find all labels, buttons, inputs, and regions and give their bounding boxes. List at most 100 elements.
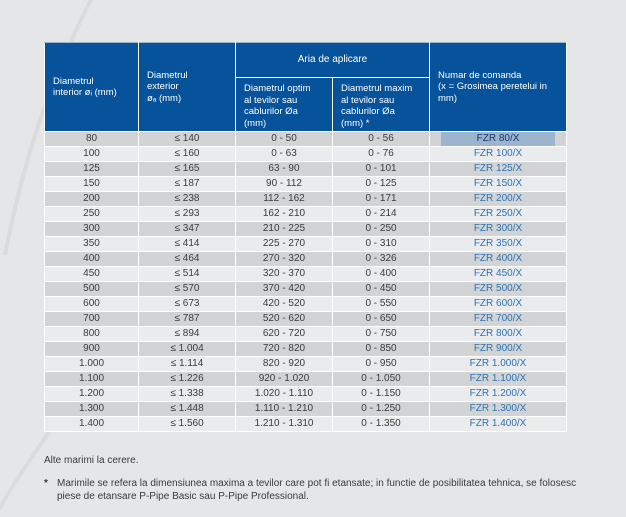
header-aria-de-aplicare: Aria de aplicare: [234, 42, 431, 78]
footnote: * Marimile se refera la dimensiunea maxi…: [44, 477, 596, 503]
selected-order-number[interactable]: FZR 80/X: [441, 132, 556, 146]
cell-diametrul-interior: 600: [44, 296, 139, 312]
cell-diametrul-interior: 100: [44, 146, 139, 162]
cell-diametrul-maxim: 0 - 550: [331, 296, 431, 312]
cell-diametrul-interior: 350: [44, 236, 139, 252]
cell-diametrul-maxim: 0 - 250: [331, 221, 431, 237]
table-row: 150 ≤ 187 90 - 112 0 - 125 FZR 150/X: [44, 176, 568, 192]
order-number-link[interactable]: FZR 125/X: [429, 161, 568, 177]
cell-diametrul-optim: 320 - 370: [235, 266, 333, 282]
cell-diametrul-maxim: 0 - 650: [331, 311, 431, 327]
table-row: 200 ≤ 238 112 - 162 0 - 171 FZR 200/X: [44, 191, 568, 207]
order-number-link[interactable]: FZR 800/X: [429, 326, 568, 342]
cell-diametrul-maxim: 0 - 76: [331, 146, 431, 162]
cell-diametrul-exterior: ≤ 187: [138, 176, 236, 192]
cell-diametrul-exterior: ≤ 293: [138, 206, 236, 222]
table-row: 1.300 ≤ 1.448 1.110 - 1.210 0 - 1.250 FZ…: [44, 401, 568, 417]
cell-diametrul-optim: 270 - 320: [235, 251, 333, 267]
cell-diametrul-optim: 720 - 820: [235, 341, 333, 357]
table-row: 125 ≤ 165 63 - 90 0 - 101 FZR 125/X: [44, 161, 568, 177]
cell-diametrul-exterior: ≤ 1.560: [138, 416, 236, 432]
order-number-link[interactable]: FZR 250/X: [429, 206, 568, 222]
table-header: Diametrul interior øᵢ (mm) Diametrul ext…: [44, 42, 568, 132]
cell-diametrul-optim: 1.210 - 1.310: [235, 416, 333, 432]
cell-diametrul-maxim: 0 - 750: [331, 326, 431, 342]
table-row: 1.200 ≤ 1.338 1.020 - 1.110 0 - 1.150 FZ…: [44, 386, 568, 402]
order-number-link[interactable]: FZR 700/X: [429, 311, 568, 327]
order-number-link[interactable]: FZR 1.000/X: [429, 356, 568, 372]
table-row: 350 ≤ 414 225 - 270 0 - 310 FZR 350/X: [44, 236, 568, 252]
order-number-link[interactable]: FZR 450/X: [429, 266, 568, 282]
cell-diametrul-interior: 1.300: [44, 401, 139, 417]
cell-diametrul-optim: 520 - 620: [235, 311, 333, 327]
order-number-link[interactable]: FZR 200/X: [429, 191, 568, 207]
cell-diametrul-interior: 700: [44, 311, 139, 327]
cell-diametrul-optim: 112 - 162: [235, 191, 333, 207]
cell-diametrul-optim: 620 - 720: [235, 326, 333, 342]
order-number-link[interactable]: FZR 1.400/X: [429, 416, 568, 432]
order-number-link[interactable]: FZR 500/X: [429, 281, 568, 297]
cell-diametrul-exterior: ≤ 787: [138, 311, 236, 327]
cell-diametrul-exterior: ≤ 894: [138, 326, 236, 342]
cell-diametrul-maxim: 0 - 310: [331, 236, 431, 252]
order-number-link[interactable]: FZR 100/X: [429, 146, 568, 162]
table-row: 100 ≤ 160 0 - 63 0 - 76 FZR 100/X: [44, 146, 568, 162]
table-row: 600 ≤ 673 420 - 520 0 - 550 FZR 600/X: [44, 296, 568, 312]
cell-diametrul-optim: 420 - 520: [235, 296, 333, 312]
order-number-link[interactable]: FZR 400/X: [429, 251, 568, 267]
cell-diametrul-interior: 1.100: [44, 371, 139, 387]
table-row: 300 ≤ 347 210 - 225 0 - 250 FZR 300/X: [44, 221, 568, 237]
cell-diametrul-exterior: ≤ 160: [138, 146, 236, 162]
order-number-link[interactable]: FZR 900/X: [429, 341, 568, 357]
order-number-link[interactable]: FZR 1.200/X: [429, 386, 568, 402]
order-number-link[interactable]: FZR 80/X: [429, 131, 568, 147]
cell-diametrul-maxim: 0 - 214: [331, 206, 431, 222]
cell-diametrul-exterior: ≤ 347: [138, 221, 236, 237]
table-row: 900 ≤ 1.004 720 - 820 0 - 850 FZR 900/X: [44, 341, 568, 357]
cell-diametrul-interior: 1.000: [44, 356, 139, 372]
cell-diametrul-optim: 63 - 90: [235, 161, 333, 177]
cell-diametrul-maxim: 0 - 101: [331, 161, 431, 177]
cell-diametrul-optim: 370 - 420: [235, 281, 333, 297]
cell-diametrul-interior: 900: [44, 341, 139, 357]
cell-diametrul-interior: 800: [44, 326, 139, 342]
product-table-container: Diametrul interior øᵢ (mm) Diametrul ext…: [44, 42, 568, 432]
cell-diametrul-maxim: 0 - 850: [331, 341, 431, 357]
cell-diametrul-interior: 1.400: [44, 416, 139, 432]
cell-diametrul-exterior: ≤ 464: [138, 251, 236, 267]
cell-diametrul-maxim: 0 - 56: [331, 131, 431, 147]
cell-diametrul-optim: 162 - 210: [235, 206, 333, 222]
cell-diametrul-maxim: 0 - 1.050: [331, 371, 431, 387]
cell-diametrul-optim: 0 - 63: [235, 146, 333, 162]
table-row: 1.000 ≤ 1.114 820 - 920 0 - 950 FZR 1.00…: [44, 356, 568, 372]
cell-diametrul-optim: 1.020 - 1.110: [235, 386, 333, 402]
cell-diametrul-interior: 250: [44, 206, 139, 222]
footnote-text: Marimile se refera la dimensiunea maxima…: [57, 478, 577, 502]
cell-diametrul-interior: 200: [44, 191, 139, 207]
cell-diametrul-optim: 0 - 50: [235, 131, 333, 147]
order-number-link[interactable]: FZR 150/X: [429, 176, 568, 192]
cell-diametrul-exterior: ≤ 1.114: [138, 356, 236, 372]
order-number-link[interactable]: FZR 350/X: [429, 236, 568, 252]
table-row: 400 ≤ 464 270 - 320 0 - 326 FZR 400/X: [44, 251, 568, 267]
order-number-link[interactable]: FZR 1.100/X: [429, 371, 568, 387]
cell-diametrul-interior: 80: [44, 131, 139, 147]
cell-diametrul-maxim: 0 - 125: [331, 176, 431, 192]
cell-diametrul-maxim: 0 - 326: [331, 251, 431, 267]
cell-diametrul-maxim: 0 - 1.150: [331, 386, 431, 402]
cell-diametrul-interior: 300: [44, 221, 139, 237]
cell-diametrul-interior: 1.200: [44, 386, 139, 402]
header-diametrul-exterior: Diametrul exterior øₐ (mm): [138, 42, 236, 132]
table-row: 1.100 ≤ 1.226 920 - 1.020 0 - 1.050 FZR …: [44, 371, 568, 387]
order-number-link[interactable]: FZR 600/X: [429, 296, 568, 312]
cell-diametrul-optim: 820 - 920: [235, 356, 333, 372]
cell-diametrul-interior: 125: [44, 161, 139, 177]
header-diametrul-interior: Diametrul interior øᵢ (mm): [44, 42, 139, 132]
cell-diametrul-maxim: 0 - 171: [331, 191, 431, 207]
order-number-link[interactable]: FZR 300/X: [429, 221, 568, 237]
table-row: 1.400 ≤ 1.560 1.210 - 1.310 0 - 1.350 FZ…: [44, 416, 568, 432]
order-number-link[interactable]: FZR 1.300/X: [429, 401, 568, 417]
cell-diametrul-exterior: ≤ 414: [138, 236, 236, 252]
cell-diametrul-maxim: 0 - 1.250: [331, 401, 431, 417]
